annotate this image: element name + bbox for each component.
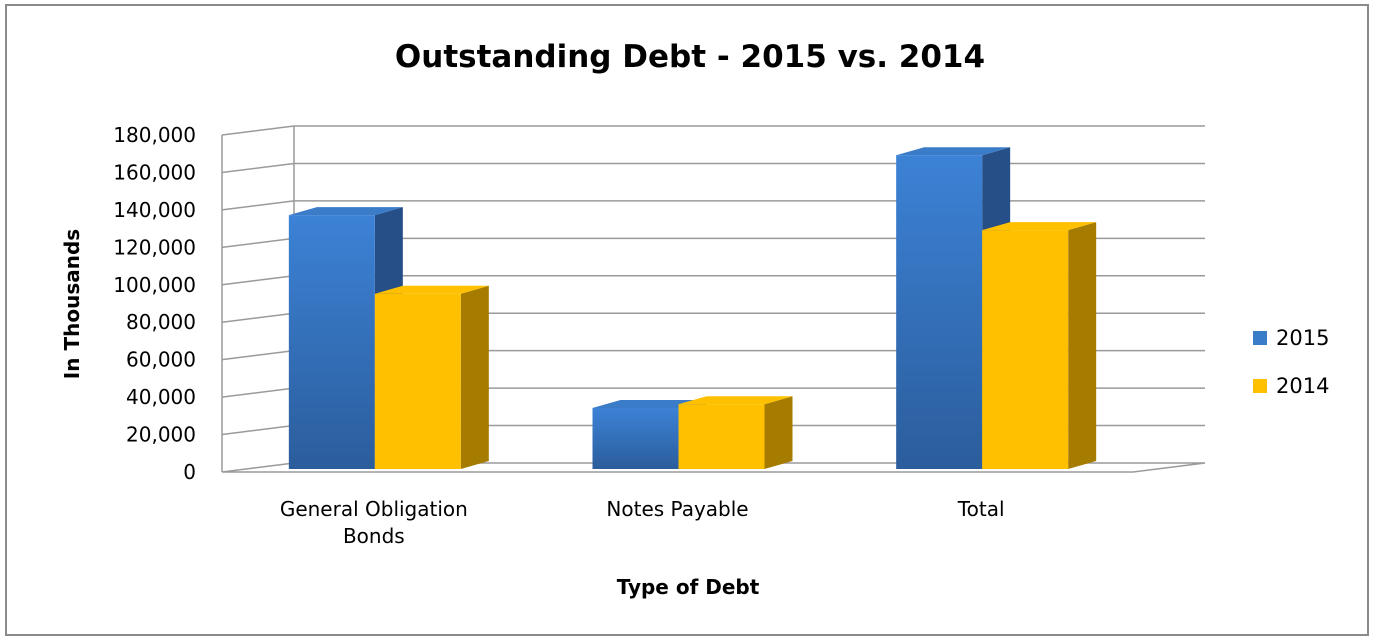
bar-top-2014 (678, 396, 793, 405)
legend-label-2014: 2014 (1276, 374, 1329, 398)
legend-swatch-2015 (1253, 331, 1267, 345)
gridline-side (221, 275, 295, 286)
gridline-side (221, 162, 295, 174)
legend-label-2015: 2015 (1276, 326, 1329, 350)
bar-2015 (896, 155, 983, 469)
y-tick-label: 40,000 (126, 385, 196, 409)
y-axis-ticks: 0 20,000 40,000 60,000 80,000 100,000 120,000 1… (113, 123, 196, 484)
bar-2015 (592, 407, 679, 469)
bar-2015 (288, 215, 375, 469)
bar-top-2015 (592, 399, 707, 408)
gridline-side (221, 349, 295, 361)
x-category-label: General Obligation (280, 497, 468, 521)
x-category-label: Bonds (343, 524, 405, 548)
legend-swatch-2014 (1253, 379, 1267, 393)
chart-floor (221, 462, 1206, 473)
bars (288, 147, 1097, 469)
y-axis-title: In Thousands (60, 229, 84, 379)
y-tick-label: 100,000 (113, 273, 196, 297)
y-tick-label: 140,000 (113, 198, 196, 222)
bar-side-2014 (460, 285, 489, 469)
x-axis-categories: General Obligation Bonds Notes Payable Tota… (280, 497, 1005, 548)
bar-top-2014 (374, 285, 489, 294)
gridline-side (221, 312, 295, 323)
gridline-side (221, 237, 295, 249)
y-tick-label: 180,000 (113, 123, 196, 147)
gridline-side (221, 125, 295, 136)
y-tick-label: 0 (183, 460, 196, 484)
chart-frame (5, 4, 1369, 636)
bar-top-2015 (896, 147, 1011, 156)
bar-top-2015 (288, 207, 403, 216)
bar-2014 (982, 230, 1069, 469)
bar-side-2014 (1068, 222, 1097, 469)
bar-top-2014 (982, 222, 1097, 231)
bar-2014 (678, 404, 765, 469)
x-axis-title: Type of Debt (617, 575, 760, 599)
chart-title: Outstanding Debt - 2015 vs. 2014 (395, 39, 985, 75)
y-tick-label: 160,000 (113, 160, 196, 184)
x-category-label: Total (957, 497, 1005, 521)
gridline-side (221, 387, 295, 398)
bar-side-2014 (764, 396, 793, 469)
y-tick-label: 120,000 (113, 235, 196, 259)
gridline-side (221, 424, 295, 436)
y-tick-label: 60,000 (126, 348, 196, 372)
bar-2014 (374, 293, 461, 469)
gridline-side (221, 200, 295, 211)
x-category-label: Notes Payable (606, 497, 748, 521)
y-tick-label: 20,000 (126, 423, 196, 447)
y-tick-label: 80,000 (126, 310, 196, 334)
legend: 2015 2014 (1253, 326, 1329, 398)
